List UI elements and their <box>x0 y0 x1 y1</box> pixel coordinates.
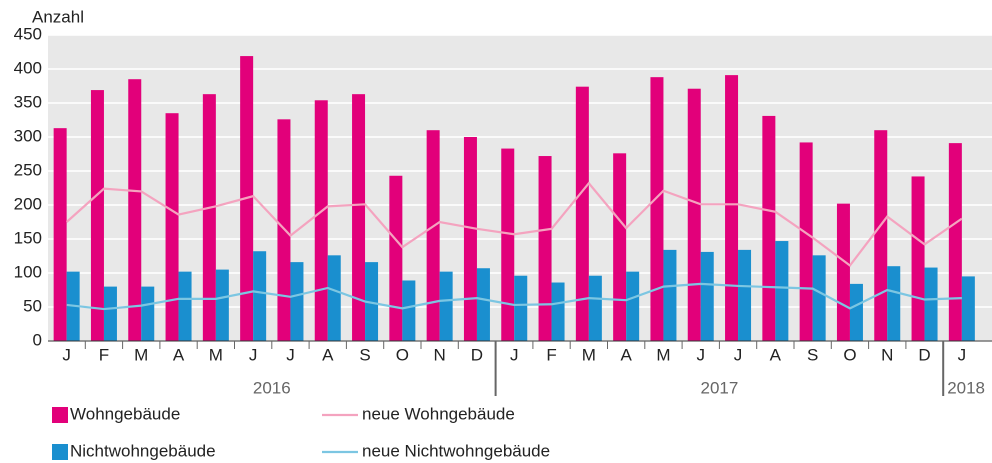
bar <box>141 286 155 341</box>
y-tick-label: 350 <box>14 92 42 111</box>
bar <box>439 271 453 341</box>
x-tick-label: J <box>510 345 519 364</box>
legend-label: Nichtwohngebäude <box>70 441 216 460</box>
x-tick-label: S <box>807 345 818 364</box>
bar <box>849 283 863 341</box>
y-tick-label: 450 <box>14 24 42 43</box>
bar <box>924 267 938 341</box>
bar <box>650 77 664 341</box>
bar <box>253 251 267 341</box>
year-label: 2018 <box>947 378 985 397</box>
bar <box>700 251 714 341</box>
x-tick-label: A <box>322 345 334 364</box>
x-tick-label: M <box>134 345 148 364</box>
legend-swatch <box>52 444 68 460</box>
bar <box>775 241 789 341</box>
y-tick-label: 0 <box>33 330 42 349</box>
x-tick-label: F <box>546 345 556 364</box>
bar <box>178 271 192 341</box>
bar <box>613 153 627 341</box>
bar <box>314 100 328 341</box>
y-tick-label: 50 <box>23 296 42 315</box>
bar <box>836 203 850 341</box>
bar <box>501 148 515 341</box>
bar <box>874 130 888 341</box>
x-tick-label: A <box>173 345 185 364</box>
bar <box>911 176 925 341</box>
bar <box>961 276 975 341</box>
bar <box>90 90 104 341</box>
x-tick-label: N <box>881 345 893 364</box>
x-tick-label: M <box>582 345 596 364</box>
y-axis-label: Anzahl <box>32 7 84 26</box>
x-tick-label: J <box>249 345 258 364</box>
bar <box>365 262 379 341</box>
bar <box>725 75 739 342</box>
legend-label: Wohngebäude <box>70 404 180 423</box>
bar <box>128 79 142 341</box>
y-tick-label: 100 <box>14 262 42 281</box>
bar <box>352 94 366 341</box>
bar <box>575 86 589 342</box>
x-tick-label: M <box>209 345 223 364</box>
x-tick-label: D <box>918 345 930 364</box>
bar <box>588 275 602 341</box>
y-tick-label: 200 <box>14 194 42 213</box>
x-tick-label: M <box>656 345 670 364</box>
bar <box>426 130 440 341</box>
bar <box>948 143 962 341</box>
x-tick-label: O <box>843 345 856 364</box>
legend-label: neue Wohngebäude <box>362 404 515 423</box>
bar <box>389 175 403 341</box>
bar <box>476 268 490 341</box>
y-tick-label: 300 <box>14 126 42 145</box>
bar <box>887 266 901 341</box>
x-tick-label: J <box>62 345 71 364</box>
x-tick-label: N <box>434 345 446 364</box>
bar <box>663 249 677 341</box>
x-tick-label: A <box>770 345 782 364</box>
bar <box>463 137 477 341</box>
line <box>65 181 963 268</box>
bar <box>215 269 229 341</box>
bar <box>538 156 552 341</box>
x-tick-label: J <box>958 345 967 364</box>
y-tick-label: 150 <box>14 228 42 247</box>
x-tick-label: S <box>359 345 370 364</box>
x-tick-label: O <box>396 345 409 364</box>
bar <box>687 88 701 341</box>
x-tick-label: J <box>286 345 295 364</box>
x-tick-label: D <box>471 345 483 364</box>
legend-label: neue Nichtwohngebäude <box>362 441 550 460</box>
bar <box>290 262 304 341</box>
line <box>66 282 962 311</box>
x-tick-label: J <box>697 345 706 364</box>
y-tick-label: 250 <box>14 160 42 179</box>
legend-swatch <box>52 407 68 423</box>
bar <box>812 255 826 341</box>
bar <box>799 142 813 341</box>
bar <box>202 94 216 341</box>
bar <box>402 280 416 341</box>
bar <box>514 275 528 341</box>
year-label: 2016 <box>253 378 291 397</box>
year-label: 2017 <box>700 378 738 397</box>
bar <box>327 255 341 341</box>
bar <box>551 282 565 341</box>
bar <box>53 128 67 341</box>
y-tick-label: 400 <box>14 58 42 77</box>
bar <box>738 249 752 341</box>
bar <box>762 115 776 341</box>
x-tick-label: J <box>734 345 743 364</box>
bar <box>626 271 640 341</box>
x-tick-label: A <box>620 345 632 364</box>
bar <box>165 113 179 341</box>
x-tick-label: F <box>99 345 109 364</box>
bar <box>103 286 117 341</box>
